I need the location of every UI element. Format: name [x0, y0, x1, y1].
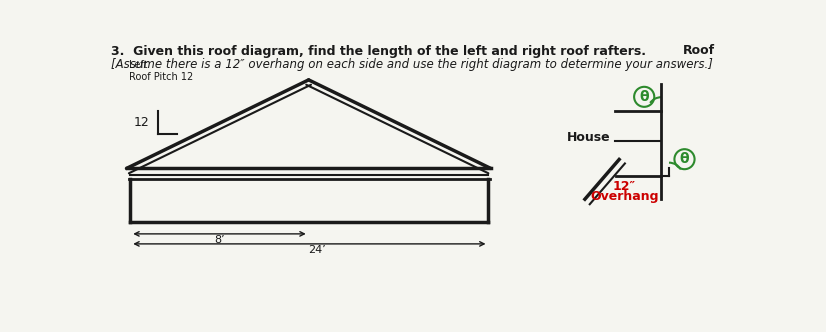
Text: Roof Pitch 12: Roof Pitch 12	[129, 72, 193, 82]
Text: θ: θ	[680, 152, 690, 166]
Text: θ: θ	[639, 90, 649, 104]
Text: Overhang: Overhang	[590, 190, 658, 203]
Text: 3.  Given this roof diagram, find the length of the left and right roof rafters.: 3. Given this roof diagram, find the len…	[111, 45, 646, 58]
Text: Roof: Roof	[683, 44, 715, 57]
Text: 12: 12	[134, 116, 150, 129]
Text: Left: Left	[129, 60, 147, 70]
Text: [Assume there is a 12″ overhang on each side and use the right diagram to determ: [Assume there is a 12″ overhang on each …	[111, 58, 713, 71]
Text: 8’: 8’	[214, 235, 225, 245]
Text: 12″: 12″	[613, 180, 636, 193]
Text: House: House	[567, 131, 611, 144]
Text: 24’: 24’	[308, 245, 326, 255]
